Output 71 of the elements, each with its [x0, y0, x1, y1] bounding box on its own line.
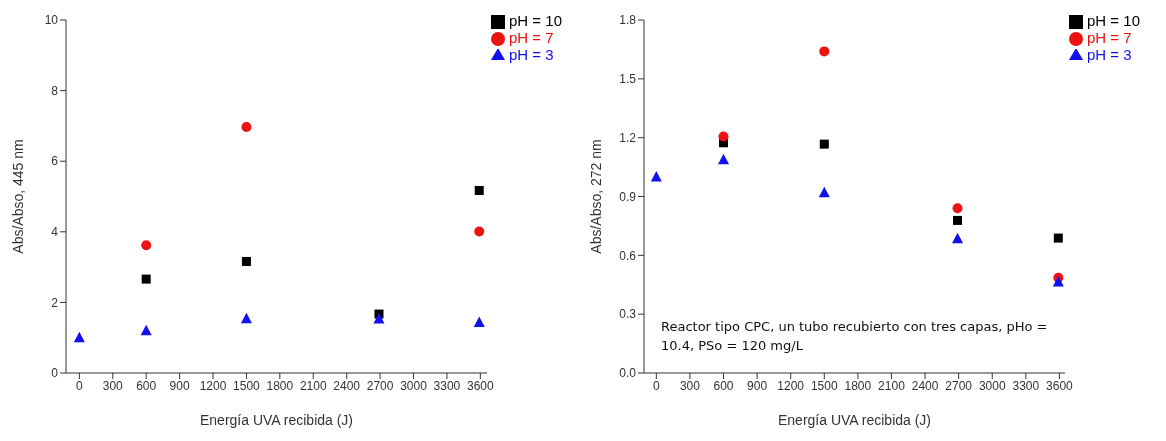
y-tick-label: 0.3 — [619, 307, 637, 322]
point — [953, 215, 963, 225]
point — [952, 232, 964, 244]
point — [650, 170, 662, 182]
x-tick-label: 3600 — [467, 378, 495, 393]
legend-label: pH = 3 — [1087, 46, 1132, 64]
point — [241, 121, 252, 132]
y-tick-label: 0.9 — [619, 189, 637, 204]
y-tick-label: 0.0 — [619, 366, 637, 381]
point — [473, 316, 485, 328]
annotation: Reactor tipo CPC, un tubo recubierto con tres capas, pHo = 10.4, PSo = 120 mg/L — [661, 318, 1049, 355]
x-tick-label: 600 — [713, 378, 734, 393]
x-tick-label: 3000 — [400, 378, 428, 393]
y-tick-label: 1.5 — [619, 72, 637, 87]
x-tick-label: 2100 — [878, 378, 906, 393]
point — [474, 186, 484, 195]
x-tick-label: 600 — [136, 378, 157, 393]
x-tick-label: 1200 — [199, 378, 227, 393]
legend-label: pH = 10 — [1087, 12, 1140, 29]
y-tick-label: 0.6 — [619, 248, 637, 263]
y-axis-title: Abs/Abso, 445 nm — [9, 139, 26, 254]
point — [1053, 233, 1063, 243]
y-tick-label: 8 — [51, 83, 59, 98]
point — [952, 203, 963, 214]
x-tick-label: 0 — [76, 378, 84, 393]
y-axis-title: Abs/Abso, 272 nm — [587, 139, 604, 254]
y-tick-label: 4 — [51, 225, 59, 240]
point — [718, 131, 729, 142]
point — [240, 312, 252, 324]
x-tick-label: 2400 — [911, 378, 939, 393]
y-tick-label: 1.8 — [619, 13, 637, 28]
y-tick-label: 1.2 — [619, 130, 637, 145]
legend-label: pH = 7 — [1087, 29, 1132, 47]
x-tick-label: 2400 — [333, 378, 361, 393]
point — [474, 226, 485, 237]
point — [140, 324, 152, 336]
x-tick-label: 1800 — [844, 378, 872, 393]
x-tick-label: 3300 — [1012, 378, 1040, 393]
point — [718, 153, 729, 165]
point — [141, 274, 151, 284]
x-tick-label: 900 — [169, 378, 190, 393]
y-tick-label: 10 — [44, 13, 59, 28]
x-tick-label: 900 — [747, 378, 768, 393]
y-tick-label: 2 — [51, 295, 59, 310]
legend-label: pH = 3 — [509, 46, 554, 64]
legend-label: pH = 7 — [509, 29, 554, 47]
x-tick-label: 1500 — [233, 378, 261, 393]
x-tick-label: 2700 — [366, 378, 394, 393]
x-tick-label: 3300 — [433, 378, 461, 393]
point — [819, 139, 829, 149]
x-tick-label: 0 — [652, 378, 660, 393]
x-tick-label: 300 — [102, 378, 124, 393]
point — [73, 331, 85, 343]
y-tick-label: 0 — [51, 366, 59, 381]
x-tick-label: 1200 — [777, 378, 805, 393]
point — [141, 240, 152, 251]
y-tick-label: 6 — [51, 154, 59, 169]
x-tick-label: 300 — [679, 378, 701, 393]
x-tick-label: 1500 — [810, 378, 838, 393]
x-tick-label: 3600 — [1046, 378, 1074, 393]
x-tick-label: 1800 — [266, 378, 294, 393]
x-axis-title: Energía UVA recibida (J) — [200, 411, 354, 428]
legend-label: pH = 10 — [509, 12, 562, 29]
point — [1052, 276, 1064, 287]
x-tick-label: 3000 — [978, 378, 1006, 393]
point — [818, 186, 830, 198]
point — [241, 256, 251, 266]
x-tick-label: 2700 — [945, 378, 973, 393]
x-tick-label: 2100 — [299, 378, 327, 393]
point — [819, 46, 830, 57]
x-axis-title: Energía UVA recibida (J) — [778, 411, 932, 428]
